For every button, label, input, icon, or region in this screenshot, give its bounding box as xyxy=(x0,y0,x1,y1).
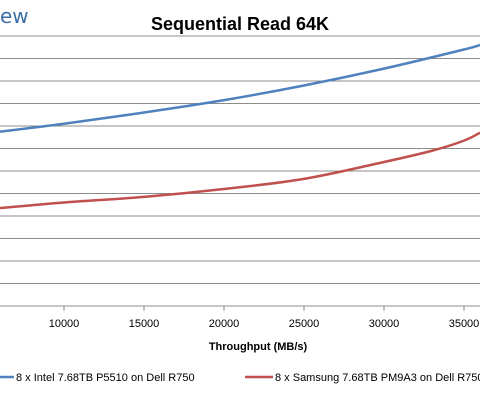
series-line-1 xyxy=(0,43,480,133)
legend-label-2: 8 x Samsung 7.68TB PM9A3 on Dell R750 xyxy=(275,372,480,384)
logo-text: ew xyxy=(0,4,29,28)
x-tick-labels: 10000 15000 20000 25000 30000 35000 xyxy=(49,318,480,330)
axes xyxy=(0,305,480,311)
x-tick-label: 20000 xyxy=(209,318,240,330)
x-tick-label: 30000 xyxy=(369,318,400,330)
series-lines xyxy=(0,43,480,210)
x-tick-label: 25000 xyxy=(289,318,320,330)
x-tick-label: 15000 xyxy=(129,318,160,330)
series-line-2 xyxy=(0,131,480,210)
grid-lines xyxy=(0,35,480,284)
x-axis-title: Throughput (MB/s) xyxy=(209,341,308,353)
chart-title: Sequential Read 64K xyxy=(150,14,330,34)
x-tick-label: 35000 xyxy=(449,318,480,330)
legend-label-1: 8 x Intel 7.68TB P5510 on Dell R750 xyxy=(16,372,195,384)
legend: 8 x Intel 7.68TB P5510 on Dell R750 8 x S… xyxy=(0,372,480,384)
x-tick-label: 10000 xyxy=(49,318,80,330)
